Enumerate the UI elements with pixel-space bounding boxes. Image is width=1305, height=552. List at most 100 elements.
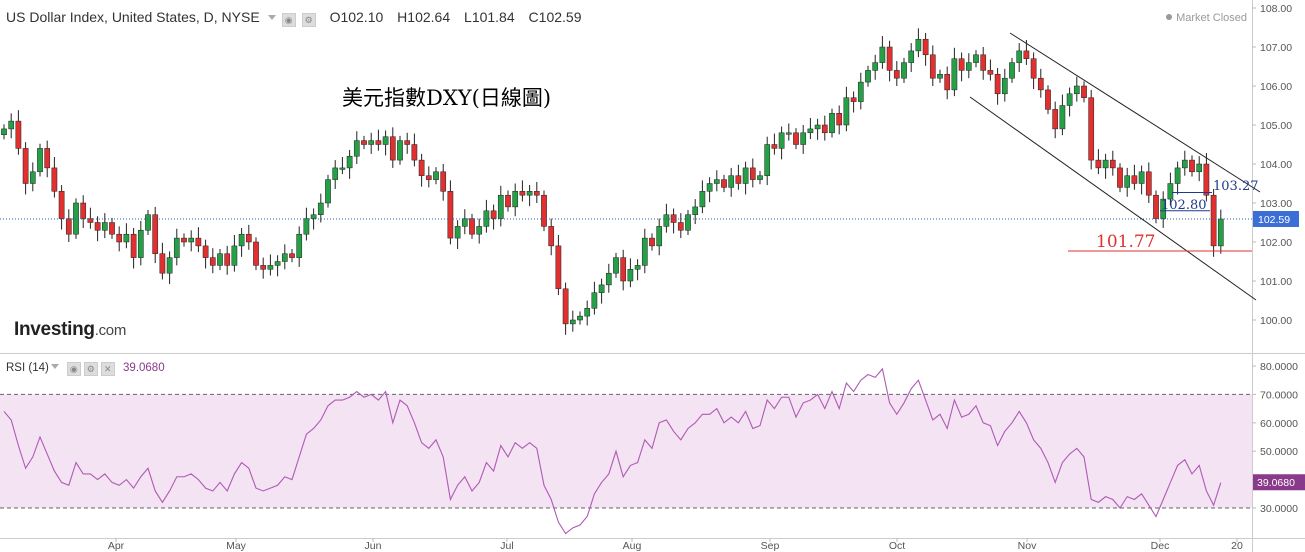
candle-body (728, 175, 735, 188)
y-tick-label: 100.00 (1260, 315, 1292, 327)
candle-body (692, 206, 699, 215)
rsi-eye-icon[interactable]: ◉ (66, 362, 81, 376)
candle-body (368, 140, 375, 145)
candle-body (519, 191, 526, 196)
candle-body (361, 140, 367, 145)
rsi-last-label: 39.0680 (1257, 477, 1295, 489)
candle-body (569, 319, 576, 325)
x-tick-label: Sep (761, 540, 780, 552)
candle-body (951, 58, 958, 91)
candle-body (22, 148, 29, 184)
ohlc-high-label: H (397, 9, 408, 25)
candle-body (1210, 194, 1217, 247)
candle-body (274, 261, 281, 266)
candle-body (339, 167, 346, 170)
candle-body (937, 74, 943, 79)
symbol-title[interactable]: US Dollar Index, United States, D, NYSE (6, 9, 260, 25)
candle-body (8, 120, 15, 130)
candle-body (526, 191, 533, 196)
candle-body (533, 191, 540, 196)
y-tick-label: 107.00 (1260, 42, 1292, 54)
ohlc-close: 102.59 (538, 9, 582, 25)
y-tick-label: 101.00 (1260, 276, 1292, 288)
candle-body (375, 140, 382, 145)
candle-body (181, 237, 187, 243)
candle-body (1217, 218, 1224, 247)
candle-body (217, 253, 223, 266)
candle-body (505, 194, 511, 208)
candle-body (469, 218, 475, 235)
candle-body (317, 202, 324, 215)
candle-body (1167, 183, 1174, 200)
candle-body (425, 175, 432, 180)
settings-icon[interactable]: ⚙ (301, 13, 316, 27)
candle-body (1102, 159, 1109, 169)
last-price-label: 102.59 (1258, 214, 1290, 226)
level-label: 102.80 (1161, 198, 1207, 213)
candle-body (137, 230, 144, 258)
status-dot-icon (1166, 14, 1173, 20)
rsi-label[interactable]: RSI (14) (6, 362, 49, 374)
rsi-settings-icon[interactable]: ⚙ (83, 362, 98, 376)
y-tick-label: 102.00 (1260, 237, 1292, 249)
candle-body (440, 171, 447, 192)
candle-body (800, 132, 807, 145)
y-tick-label: 106.00 (1260, 81, 1292, 93)
candle-body (1052, 109, 1059, 130)
candle-body (447, 191, 454, 239)
ohlc-open: 102.10 (340, 9, 384, 25)
candle-body (656, 226, 663, 247)
candle-body (303, 218, 310, 235)
candle-body (281, 253, 288, 262)
candle-body (1016, 50, 1023, 63)
candle-body (879, 46, 886, 63)
candle-body (296, 233, 303, 258)
ohlc-low-label: L (464, 9, 472, 25)
x-tick-label: Jun (365, 540, 382, 552)
candle-body (677, 222, 684, 231)
eye-icon[interactable]: ◉ (281, 13, 296, 27)
candle-body (497, 194, 504, 219)
candle-body (857, 81, 864, 102)
chart-annotation: 美元指數DXY(日線圖) (342, 86, 552, 110)
rsi-dropdown-icon[interactable] (50, 364, 59, 369)
investing-logo: Investing.com (14, 319, 126, 341)
candle-body (865, 70, 871, 83)
x-tick-label: Oct (889, 540, 905, 552)
rsi-value: 39.0680 (123, 362, 165, 374)
candle-body (1009, 62, 1015, 79)
candle-body (152, 214, 159, 254)
candle-body (209, 257, 216, 266)
ohlc-open-label: O (329, 9, 341, 25)
candle-body (591, 292, 598, 309)
candle-body (872, 62, 879, 71)
rsi-header: RSI (14) ◉ ⚙ ✕ 39.0680 (6, 362, 165, 376)
candle-body (598, 284, 605, 293)
symbol-dropdown-icon[interactable] (267, 15, 276, 20)
y-tick-label: 108.00 (1260, 3, 1292, 15)
candle-body (893, 70, 900, 79)
candle-body (245, 233, 252, 243)
candle-body (411, 144, 418, 161)
candle-body (15, 120, 22, 149)
level-label: 101.77 (1096, 232, 1155, 252)
candle-body (1059, 105, 1066, 130)
candle-body (757, 175, 763, 180)
candle-body (605, 272, 612, 286)
rsi-tick-label: 70.0000 (1260, 389, 1298, 401)
candle-body (915, 38, 922, 52)
y-tick-label: 105.00 (1260, 120, 1292, 132)
candle-body (224, 253, 231, 266)
candle-body (814, 124, 821, 130)
y-tick-label: 104.00 (1260, 159, 1292, 171)
candle-body (1066, 93, 1073, 106)
candle-body (1109, 159, 1116, 169)
candle-body (1124, 175, 1131, 188)
candle-body (778, 132, 785, 149)
candle-body (901, 62, 907, 79)
rsi-close-icon[interactable]: ✕ (100, 362, 115, 376)
x-tick-label: Aug (623, 540, 642, 552)
x-tick-label: May (226, 540, 247, 552)
candle-body (188, 237, 195, 243)
